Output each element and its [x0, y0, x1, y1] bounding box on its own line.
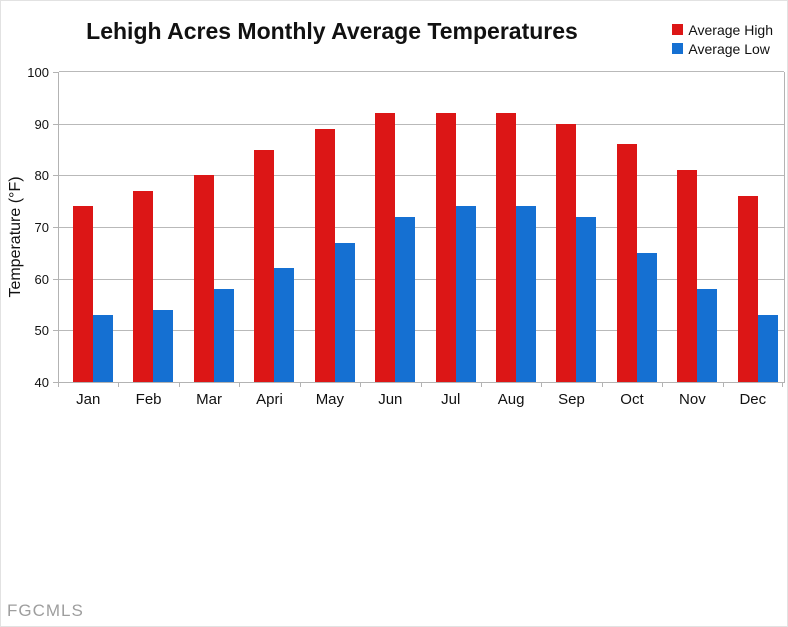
x-tick-mark-5 — [360, 383, 362, 387]
legend-item-low: Average Low — [672, 39, 773, 58]
x-axis: Jan Feb Mar Apri May Jun Jul Aug Sep Oct Nov Dec — [58, 383, 783, 413]
bar-high-sep — [556, 123, 577, 382]
bar-low-sep — [576, 216, 597, 382]
bar-high-feb — [133, 190, 154, 382]
gridline-50 — [59, 330, 784, 332]
bar-low-jun — [395, 216, 416, 382]
y-tick-mark-100 — [53, 72, 58, 73]
x-label-jan: Jan — [76, 391, 101, 408]
legend-label-low: Average Low — [688, 40, 770, 57]
bar-low-feb — [153, 309, 174, 382]
x-label-dec: Dec — [739, 391, 767, 408]
bar-group-mar — [180, 72, 240, 382]
x-tick-mark-8 — [541, 383, 543, 387]
gridline-60 — [59, 278, 784, 280]
bar-group-oct — [603, 72, 663, 382]
bar-high-mar — [193, 175, 214, 382]
y-tick-mark-70 — [53, 227, 58, 228]
x-label-feb: Feb — [135, 391, 162, 408]
x-tick-mark-2 — [178, 383, 180, 387]
x-tick-mark-10 — [662, 383, 664, 387]
bar-low-dec — [757, 314, 778, 382]
bar-group-jan — [59, 72, 119, 382]
bar-group-dec — [724, 72, 784, 382]
legend-swatch-high-icon — [672, 24, 684, 35]
bar-group-may — [301, 72, 361, 382]
bar-low-jan — [93, 314, 113, 382]
y-tick-label-100: 100 — [27, 65, 49, 80]
x-tick-mark-12 — [782, 383, 783, 387]
legend-label-high: Average High — [688, 21, 773, 38]
bar-high-jul — [435, 113, 456, 382]
bar-high-aug — [495, 113, 516, 382]
x-label-nov: Nov — [679, 391, 706, 408]
gridline-70 — [59, 227, 784, 228]
chart-title: Lehigh Acres Monthly Average Temperature… — [86, 18, 578, 44]
x-tick-mark-6 — [420, 383, 422, 387]
bar-high-oct — [616, 144, 637, 382]
bar-high-may — [314, 128, 335, 382]
plot-area — [58, 71, 785, 383]
bar-low-oct — [636, 252, 657, 382]
bar-low-jul — [455, 206, 476, 382]
bar-low-apri — [274, 268, 295, 382]
y-tick-label-60: 60 — [34, 271, 49, 287]
y-axis-ticks: 100 90 80 70 60 50 40 — [1, 66, 58, 389]
bar-low-mar — [213, 289, 234, 382]
bar-group-feb — [119, 72, 179, 382]
legend-swatch-low-icon — [672, 43, 684, 54]
y-tick-label-50: 50 — [34, 323, 49, 339]
y-tick-mark-50 — [53, 330, 58, 332]
x-label-may: May — [315, 391, 345, 408]
x-label-oct: Oct — [620, 391, 644, 408]
x-label-mar: Mar — [196, 391, 222, 408]
x-tick-mark-3 — [239, 383, 241, 387]
bar-group-nov — [663, 72, 723, 382]
bar-high-jun — [375, 113, 396, 382]
gridline-80 — [59, 175, 784, 177]
x-tick-mark-0 — [58, 383, 59, 387]
gridline-90 — [59, 123, 784, 125]
y-tick-label-40: 40 — [34, 375, 49, 390]
bar-low-nov — [697, 289, 718, 382]
legend: Average High Average Low — [672, 20, 773, 58]
legend-item-high: Average High — [672, 20, 773, 39]
gridline-100 — [59, 71, 784, 72]
x-tick-mark-11 — [722, 383, 724, 387]
y-tick-mark-40 — [53, 382, 58, 383]
bar-high-nov — [677, 170, 698, 382]
bar-group-aug — [482, 72, 542, 382]
x-tick-mark-7 — [480, 383, 482, 387]
x-label-apri: Apri — [256, 391, 283, 408]
y-tick-mark-90 — [53, 123, 58, 125]
y-tick-label-70: 70 — [34, 220, 49, 235]
y-tick-label-80: 80 — [34, 168, 49, 184]
x-label-jun: Jun — [378, 391, 403, 408]
x-label-sep: Sep — [558, 391, 585, 408]
bar-high-dec — [737, 196, 758, 382]
y-tick-mark-80 — [53, 175, 58, 177]
x-tick-mark-1 — [118, 383, 120, 387]
x-label-jul: Jul — [441, 391, 461, 408]
bar-high-apri — [254, 149, 275, 382]
x-label-aug: Aug — [497, 391, 525, 408]
bar-group-jun — [361, 72, 421, 382]
watermark: FGCMLS — [7, 601, 84, 620]
y-tick-mark-60 — [53, 278, 58, 280]
bar-group-sep — [542, 72, 602, 382]
y-tick-label-90: 90 — [34, 116, 49, 132]
bar-group-apri — [240, 72, 300, 382]
bar-low-may — [334, 242, 355, 382]
bar-low-aug — [515, 206, 536, 382]
x-tick-mark-9 — [601, 383, 603, 387]
bar-high-jan — [73, 206, 93, 382]
bar-group-jul — [422, 72, 482, 382]
x-tick-mark-4 — [299, 383, 301, 387]
